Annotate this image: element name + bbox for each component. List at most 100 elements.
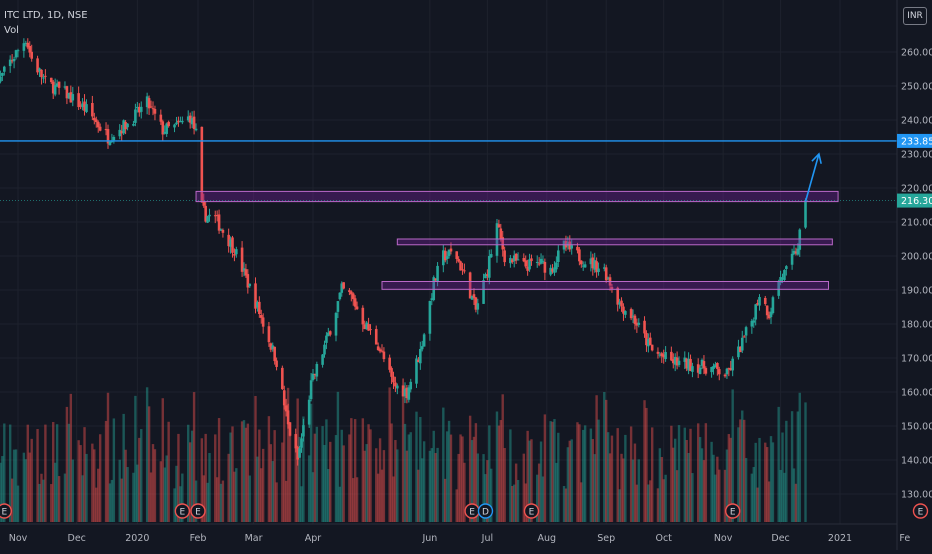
volume-bar[interactable] xyxy=(281,442,284,522)
candle-body[interactable] xyxy=(244,269,248,276)
candle-body[interactable] xyxy=(361,307,365,325)
candle-body[interactable] xyxy=(300,438,303,448)
volume-bar[interactable] xyxy=(407,434,411,522)
candle-body[interactable] xyxy=(136,106,139,109)
volume-bar[interactable] xyxy=(188,442,192,522)
candle-body[interactable] xyxy=(442,250,445,266)
candle-body[interactable] xyxy=(771,297,775,314)
volume-bar[interactable] xyxy=(323,444,326,522)
volume-bar[interactable] xyxy=(124,449,127,522)
volume-bar[interactable] xyxy=(329,441,332,522)
volume-bar[interactable] xyxy=(603,392,606,522)
candle-body[interactable] xyxy=(648,337,652,346)
candle-body[interactable] xyxy=(549,267,552,275)
volume-bar[interactable] xyxy=(474,423,478,522)
candle-body[interactable] xyxy=(323,344,326,355)
candle-body[interactable] xyxy=(153,108,157,114)
volume-bar[interactable] xyxy=(1,456,4,522)
candle-body[interactable] xyxy=(83,101,86,111)
volume-bar[interactable] xyxy=(578,424,581,522)
candle-body[interactable] xyxy=(591,257,595,269)
volume-bar[interactable] xyxy=(503,447,506,522)
candle-body[interactable] xyxy=(179,121,182,123)
volume-bar[interactable] xyxy=(650,427,654,522)
volume-bar[interactable] xyxy=(12,449,16,522)
candle-body[interactable] xyxy=(528,259,531,270)
volume-bar[interactable] xyxy=(447,420,451,522)
volume-bar[interactable] xyxy=(449,434,453,522)
candle-body[interactable] xyxy=(570,245,574,249)
candle-body[interactable] xyxy=(436,265,439,282)
volume-bar[interactable] xyxy=(490,468,493,522)
volume-bar[interactable] xyxy=(417,469,420,522)
candle-body[interactable] xyxy=(327,332,330,336)
volume-bar[interactable] xyxy=(376,473,380,522)
volume-bar[interactable] xyxy=(756,487,759,522)
candle-body[interactable] xyxy=(499,228,503,240)
volume-bar[interactable] xyxy=(549,421,552,522)
candle-body[interactable] xyxy=(338,292,342,300)
volume-bar[interactable] xyxy=(97,468,100,522)
volume-bar[interactable] xyxy=(134,395,137,522)
candle-body[interactable] xyxy=(727,368,731,370)
candle-body[interactable] xyxy=(0,76,2,82)
candle-body[interactable] xyxy=(702,361,706,369)
volume-bar[interactable] xyxy=(369,429,372,522)
volume-bar[interactable] xyxy=(30,438,33,522)
volume-bar[interactable] xyxy=(606,432,610,522)
volume-bar[interactable] xyxy=(227,453,230,522)
candle-body[interactable] xyxy=(455,251,459,260)
volume-bar[interactable] xyxy=(44,424,47,522)
candle-body[interactable] xyxy=(430,298,434,301)
candle-body[interactable] xyxy=(660,353,664,357)
candle-body[interactable] xyxy=(602,267,606,269)
volume-bar[interactable] xyxy=(555,462,558,522)
candle-body[interactable] xyxy=(350,291,353,295)
volume-bar[interactable] xyxy=(26,424,29,522)
volume-bar[interactable] xyxy=(118,459,121,522)
volume-bar[interactable] xyxy=(537,463,541,522)
volume-bar[interactable] xyxy=(367,424,370,522)
candle-body[interactable] xyxy=(783,270,786,280)
volume-bar[interactable] xyxy=(65,406,69,522)
volume-bar[interactable] xyxy=(256,456,259,522)
candle-body[interactable] xyxy=(69,92,73,103)
candle-body[interactable] xyxy=(44,75,47,77)
volume-bar[interactable] xyxy=(300,486,303,522)
candle-body[interactable] xyxy=(583,264,587,268)
volume-bar[interactable] xyxy=(122,413,125,522)
candle-body[interactable] xyxy=(91,103,94,117)
candle-body[interactable] xyxy=(376,346,380,350)
earnings-marker[interactable] xyxy=(523,503,540,519)
volume-bar[interactable] xyxy=(484,474,487,522)
candle-body[interactable] xyxy=(122,120,125,134)
candle-body[interactable] xyxy=(104,129,108,131)
candle-body[interactable] xyxy=(200,126,204,203)
volume-bar[interactable] xyxy=(77,440,80,522)
candle-body[interactable] xyxy=(321,354,324,365)
candle-body[interactable] xyxy=(229,239,232,247)
candle-body[interactable] xyxy=(698,367,702,374)
candle-body[interactable] xyxy=(488,256,491,278)
candle-body[interactable] xyxy=(298,448,301,458)
volume-bar[interactable] xyxy=(405,450,409,522)
candle-body[interactable] xyxy=(254,283,257,309)
candle-body[interactable] xyxy=(497,224,501,228)
volume-bar[interactable] xyxy=(350,418,353,522)
candle-body[interactable] xyxy=(767,314,771,319)
candle-body[interactable] xyxy=(202,200,206,206)
candle-body[interactable] xyxy=(401,385,405,397)
volume-bar[interactable] xyxy=(629,426,633,522)
volume-bar[interactable] xyxy=(677,425,681,522)
candle-body[interactable] xyxy=(541,260,545,262)
candle-body[interactable] xyxy=(132,124,135,126)
candle-body[interactable] xyxy=(420,346,424,350)
volume-bar[interactable] xyxy=(52,422,55,522)
volume-bar[interactable] xyxy=(401,388,405,522)
volume-bar[interactable] xyxy=(524,483,527,522)
candle-body[interactable] xyxy=(259,315,263,318)
sr-zone-3[interactable] xyxy=(381,281,830,290)
candle-body[interactable] xyxy=(126,123,129,128)
candle-body[interactable] xyxy=(67,92,71,99)
candle-body[interactable] xyxy=(422,334,426,347)
